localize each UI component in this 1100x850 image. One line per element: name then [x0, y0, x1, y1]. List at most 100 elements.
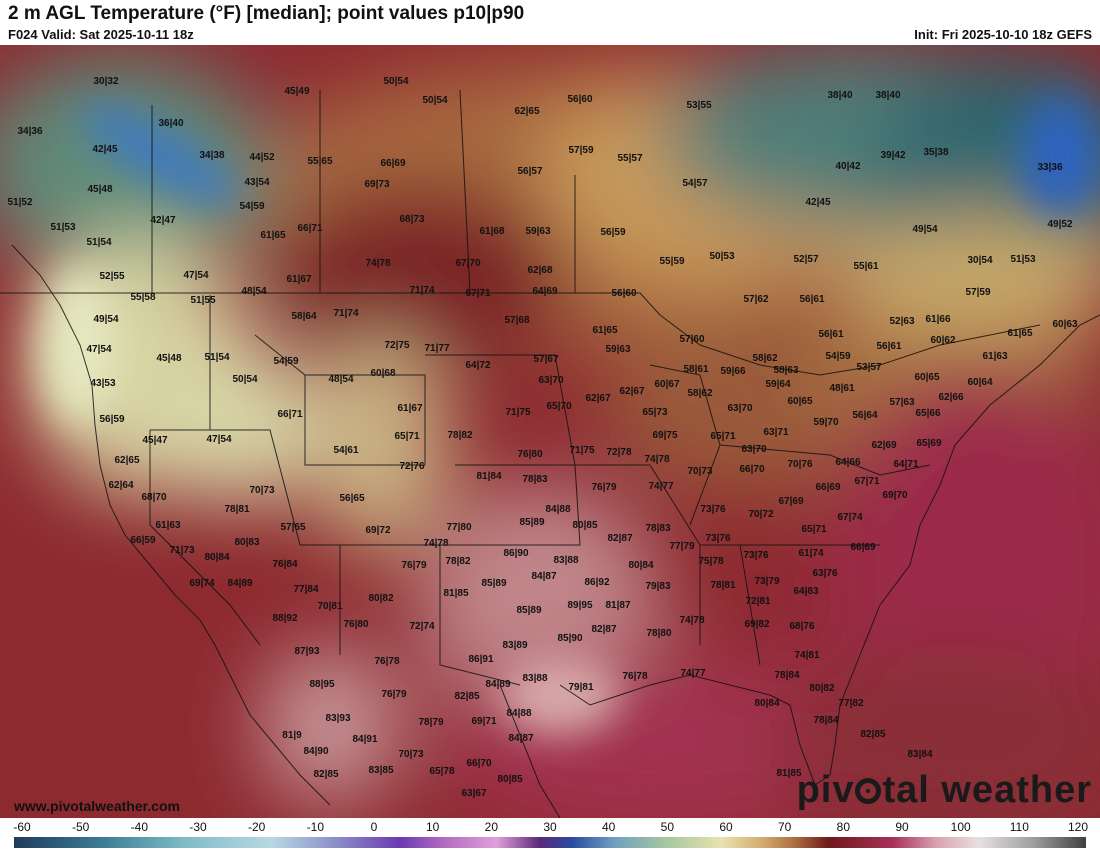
- point-value: 70|73: [398, 749, 424, 760]
- point-value: 67|70: [455, 258, 481, 269]
- point-value: 53|55: [686, 100, 712, 111]
- point-value: 76|79: [381, 689, 407, 700]
- point-value: 65|78: [429, 766, 455, 777]
- point-value: 64|83: [793, 586, 819, 597]
- point-value: 85|89: [481, 578, 507, 589]
- point-value: 59|70: [813, 417, 839, 428]
- point-value: 66|71: [277, 409, 303, 420]
- point-value: 55|57: [617, 153, 643, 164]
- point-value: 42|45: [805, 197, 831, 208]
- point-value: 51|53: [1010, 254, 1036, 265]
- point-value: 67|71: [854, 476, 880, 487]
- point-value: 59|63: [605, 344, 631, 355]
- point-value: 70|73: [687, 466, 713, 477]
- point-value: 63|70: [538, 375, 564, 386]
- point-value: 80|82: [368, 593, 394, 604]
- point-value: 45|48: [156, 353, 182, 364]
- point-value: 61|66: [925, 314, 951, 325]
- point-value: 82|87: [591, 624, 617, 635]
- point-value: 60|62: [930, 335, 956, 346]
- point-value: 69|82: [744, 619, 770, 630]
- point-value: 63|70: [741, 444, 767, 455]
- point-value: 47|54: [183, 270, 209, 281]
- point-value: 63|67: [461, 788, 487, 799]
- point-value: 54|59: [273, 356, 299, 367]
- point-value: 81|87: [605, 600, 631, 611]
- point-value: 66|71: [297, 223, 323, 234]
- point-value: 58|62: [752, 353, 778, 364]
- point-value: 82|85: [454, 691, 480, 702]
- point-value: 55|59: [659, 256, 685, 267]
- point-value: 55|65: [307, 156, 333, 167]
- point-value: 78|80: [646, 628, 672, 639]
- point-value: 68|73: [399, 214, 425, 225]
- point-value: 63|70: [727, 403, 753, 414]
- point-value: 51|52: [7, 197, 33, 208]
- valid-time: F024 Valid: Sat 2025-10-11 18z: [8, 27, 194, 42]
- point-value: 58|61: [683, 364, 709, 375]
- point-value: 73|76: [700, 504, 726, 515]
- point-value: 86|91: [468, 654, 494, 665]
- point-value: 73|79: [754, 576, 780, 587]
- point-value: 62|67: [619, 386, 645, 397]
- point-value: 85|90: [557, 633, 583, 644]
- temperature-map[interactable]: 30|32 45|49 50|54 50|54 56|60 53|55 62|65 38|40…: [0, 45, 1100, 818]
- point-value: 79|83: [645, 581, 671, 592]
- point-value: 49|54: [93, 314, 119, 325]
- point-value: 65|71: [801, 524, 827, 535]
- colorbar-tick-label: 0: [370, 820, 378, 834]
- point-value: 61|63: [155, 520, 181, 531]
- point-value: 59|64: [765, 379, 791, 390]
- point-value: 50|54: [232, 374, 258, 385]
- point-value: 57|68: [504, 315, 530, 326]
- point-value: 78|81: [224, 504, 250, 515]
- point-value: 84|89: [485, 679, 511, 690]
- point-value: 60|64: [967, 377, 993, 388]
- point-value: 42|45: [92, 144, 118, 155]
- point-value: 53|57: [856, 362, 882, 373]
- point-value: 34|36: [17, 126, 43, 137]
- point-value: 61|65: [1007, 328, 1033, 339]
- point-value: 78|83: [522, 474, 548, 485]
- point-value: 61|65: [260, 230, 286, 241]
- point-value: 76|79: [401, 560, 427, 571]
- header: 2 m AGL Temperature (°F) [median]; point…: [0, 0, 1100, 45]
- point-value: 45|49: [284, 86, 310, 97]
- point-value: 66|69: [815, 482, 841, 493]
- point-value: 86|90: [503, 548, 529, 559]
- point-value: 74|78: [423, 538, 449, 549]
- point-value: 58|64: [291, 311, 317, 322]
- point-value: 76|84: [272, 559, 298, 570]
- point-value: 81|85: [776, 768, 802, 779]
- point-value: 84|89: [227, 578, 253, 589]
- point-value: 73|76: [743, 550, 769, 561]
- point-value: 68|70: [141, 492, 167, 503]
- point-value: 60|65: [914, 372, 940, 383]
- point-value: 80|84: [204, 552, 230, 563]
- point-value: 39|42: [880, 150, 906, 161]
- point-value: 82|85: [313, 769, 339, 780]
- point-value: 80|85: [497, 774, 523, 785]
- site-url[interactable]: www.pivotalweather.com: [14, 798, 180, 814]
- brand-text-post: tal weather: [882, 769, 1092, 811]
- point-value: 50|53: [709, 251, 735, 262]
- point-value: 51|54: [204, 352, 230, 363]
- point-value: 61|67: [286, 274, 312, 285]
- colorbar-tick-label: -60: [13, 820, 31, 834]
- point-value: 52|57: [793, 254, 819, 265]
- point-value: 61|65: [592, 325, 618, 336]
- point-value: 45|48: [87, 184, 113, 195]
- point-value: 57|65: [280, 522, 306, 533]
- point-value: 56|65: [339, 493, 365, 504]
- point-value: 67|74: [837, 512, 863, 523]
- point-value: 77|79: [669, 541, 695, 552]
- point-value: 70|72: [748, 509, 774, 520]
- point-value: 74|77: [680, 668, 706, 679]
- point-value: 81|9: [282, 730, 302, 741]
- point-value: 76|80: [343, 619, 369, 630]
- point-value: 71|77: [424, 343, 450, 354]
- point-value: 81|84: [476, 471, 502, 482]
- point-value: 67|69: [778, 496, 804, 507]
- point-value: 72|76: [399, 461, 425, 472]
- point-value: 68|76: [789, 621, 815, 632]
